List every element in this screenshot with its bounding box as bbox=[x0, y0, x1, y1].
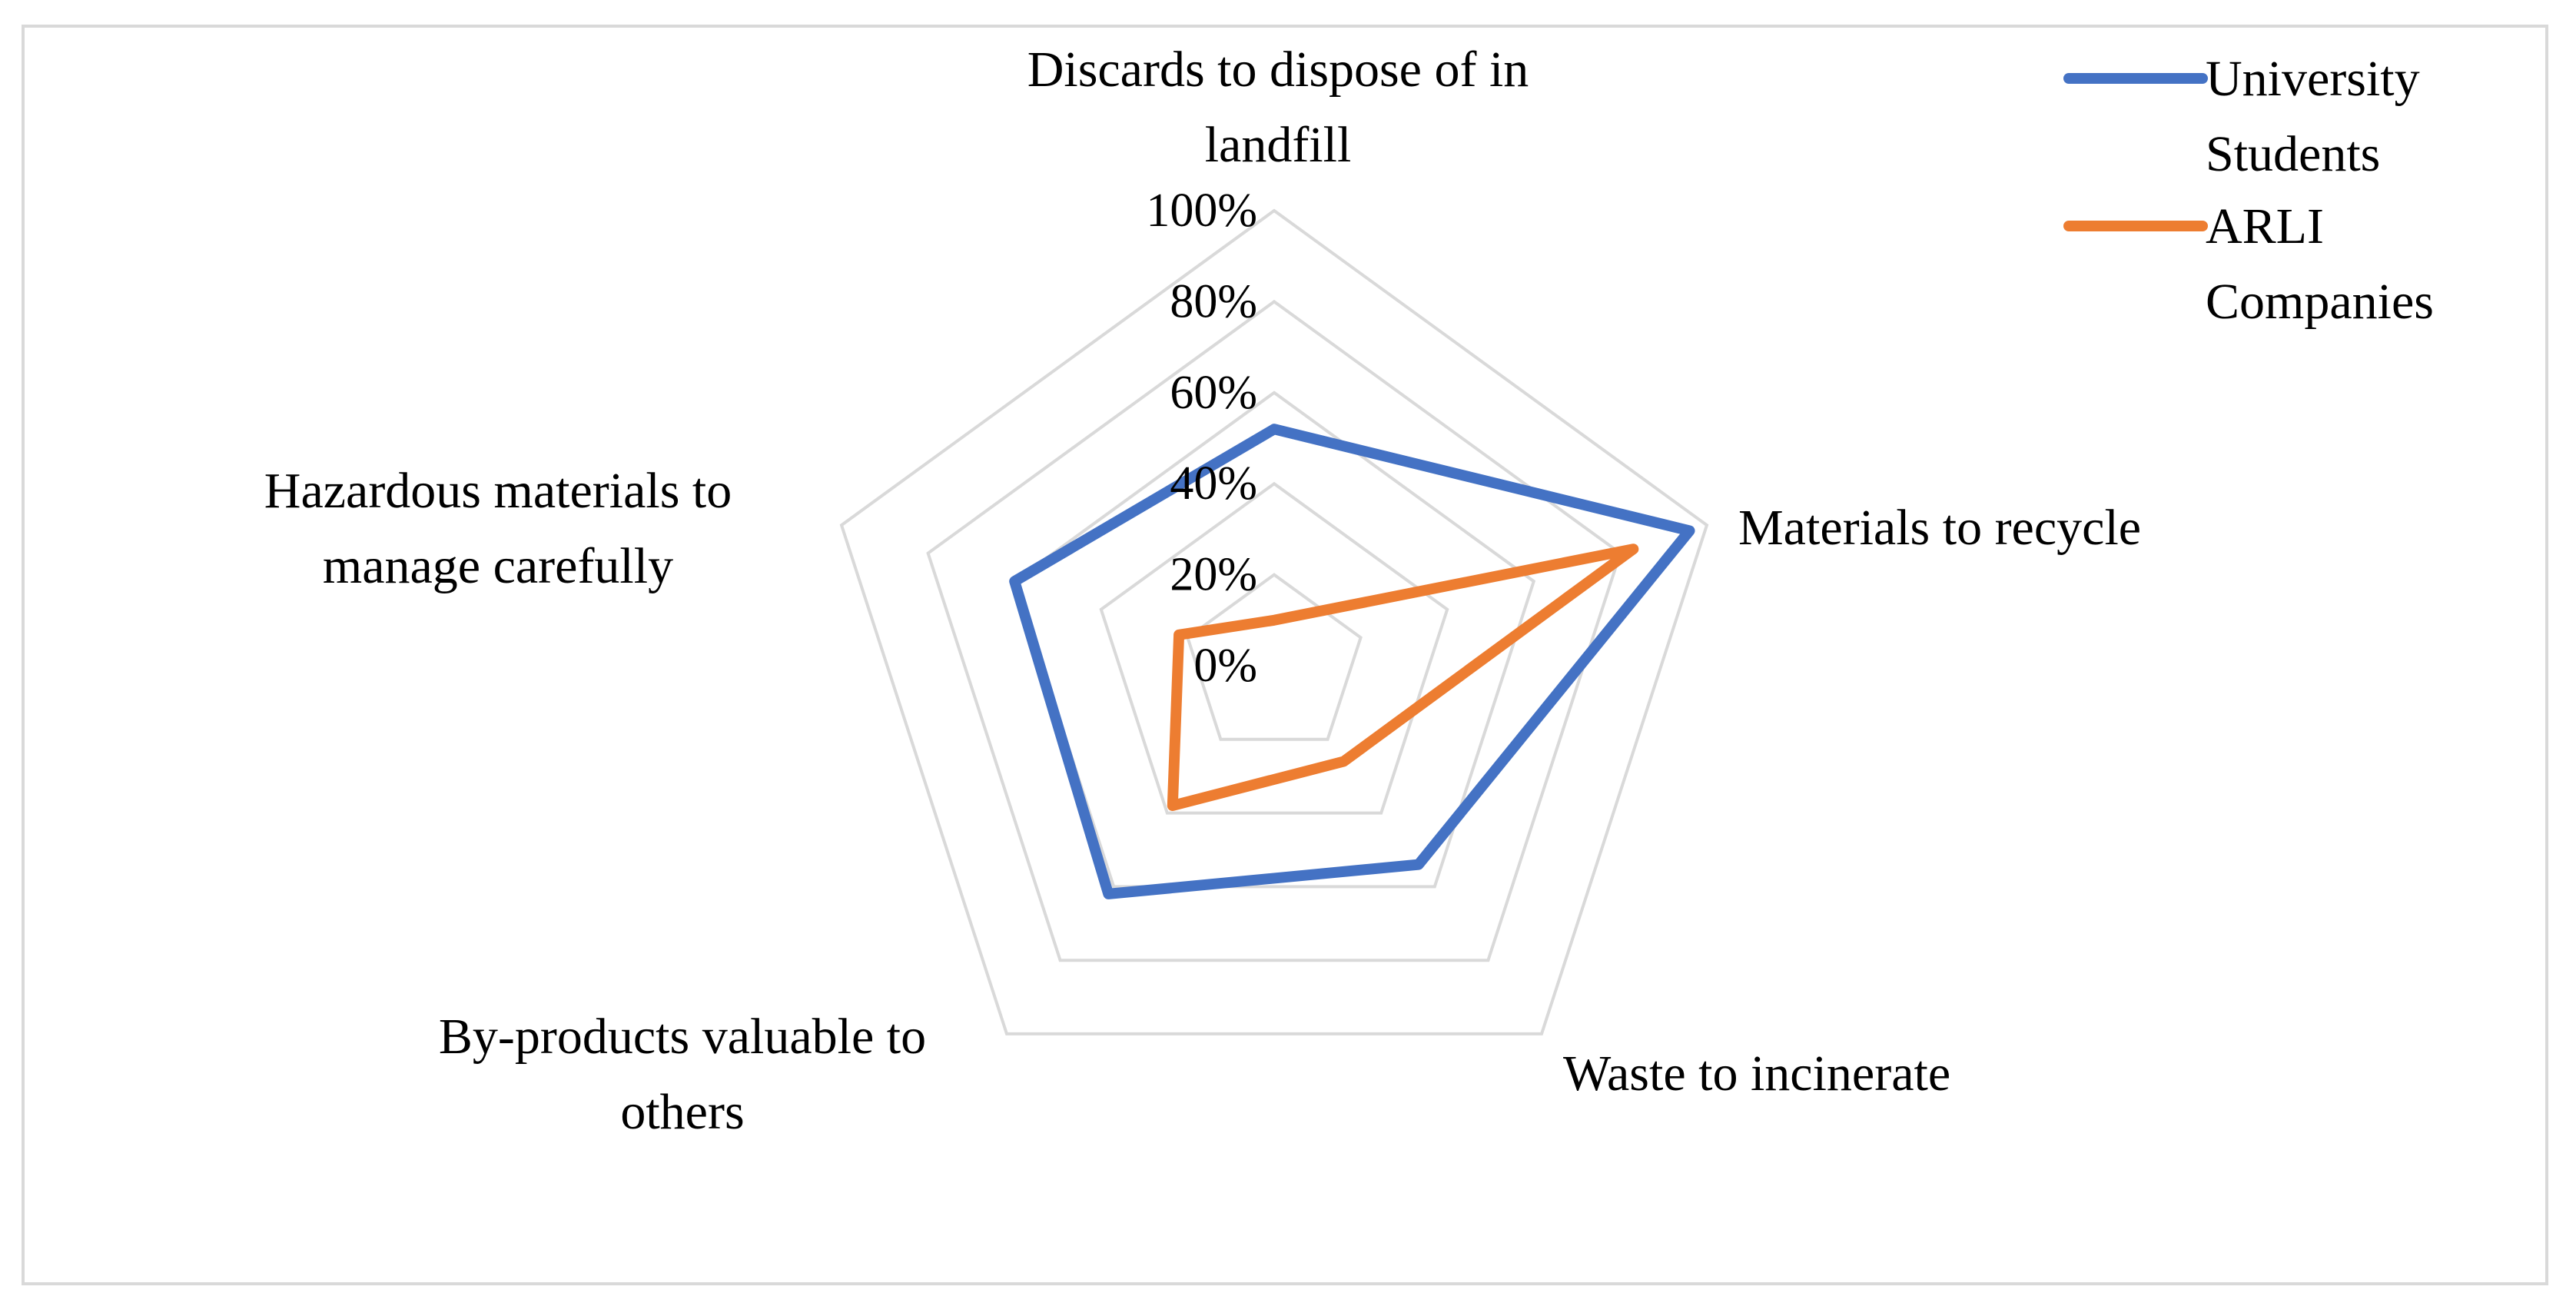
grid-ring-100 bbox=[839, 208, 1709, 1035]
grid-ring-80 bbox=[926, 299, 1622, 962]
series-layer bbox=[1009, 424, 1695, 899]
grid-ring-40 bbox=[1099, 481, 1449, 815]
category-label-3: Waste to incinerate bbox=[1563, 1045, 1950, 1102]
tick-label-80: 80% bbox=[1170, 275, 1257, 327]
legend-label-1: University Students bbox=[2206, 51, 2420, 182]
tick-label-0: 0% bbox=[1193, 640, 1257, 692]
tick-label-40: 40% bbox=[1170, 457, 1257, 510]
series-line-1 bbox=[1009, 424, 1695, 899]
tick-label-100: 100% bbox=[1146, 184, 1257, 237]
legend-label-2: ARLI Companies bbox=[2206, 198, 2434, 330]
legend: University Students ARLI Companies bbox=[2063, 51, 2434, 330]
category-labels: Discards to dispose of in landfill Materia… bbox=[264, 42, 2141, 1140]
tick-label-60: 60% bbox=[1170, 367, 1257, 419]
category-label-2: Materials to recycle bbox=[1738, 500, 2141, 556]
tick-labels: 0% 20% 40% 60% 80% 100% bbox=[1146, 184, 1257, 692]
category-label-4: By-products valuable to others bbox=[439, 1009, 926, 1140]
series-line-2 bbox=[1167, 543, 1639, 811]
category-label-5: Hazardous materials to manage carefully bbox=[264, 463, 732, 594]
chart-frame bbox=[22, 25, 2548, 1285]
tick-label-20: 20% bbox=[1170, 549, 1257, 601]
category-label-1: Discards to dispose of in landfill bbox=[1027, 42, 1529, 173]
